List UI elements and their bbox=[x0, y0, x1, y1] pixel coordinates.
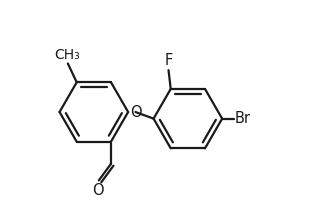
Text: Br: Br bbox=[235, 111, 251, 126]
Text: O: O bbox=[92, 183, 104, 198]
Text: F: F bbox=[164, 53, 173, 68]
Text: O: O bbox=[130, 105, 142, 119]
Text: CH₃: CH₃ bbox=[54, 48, 80, 62]
